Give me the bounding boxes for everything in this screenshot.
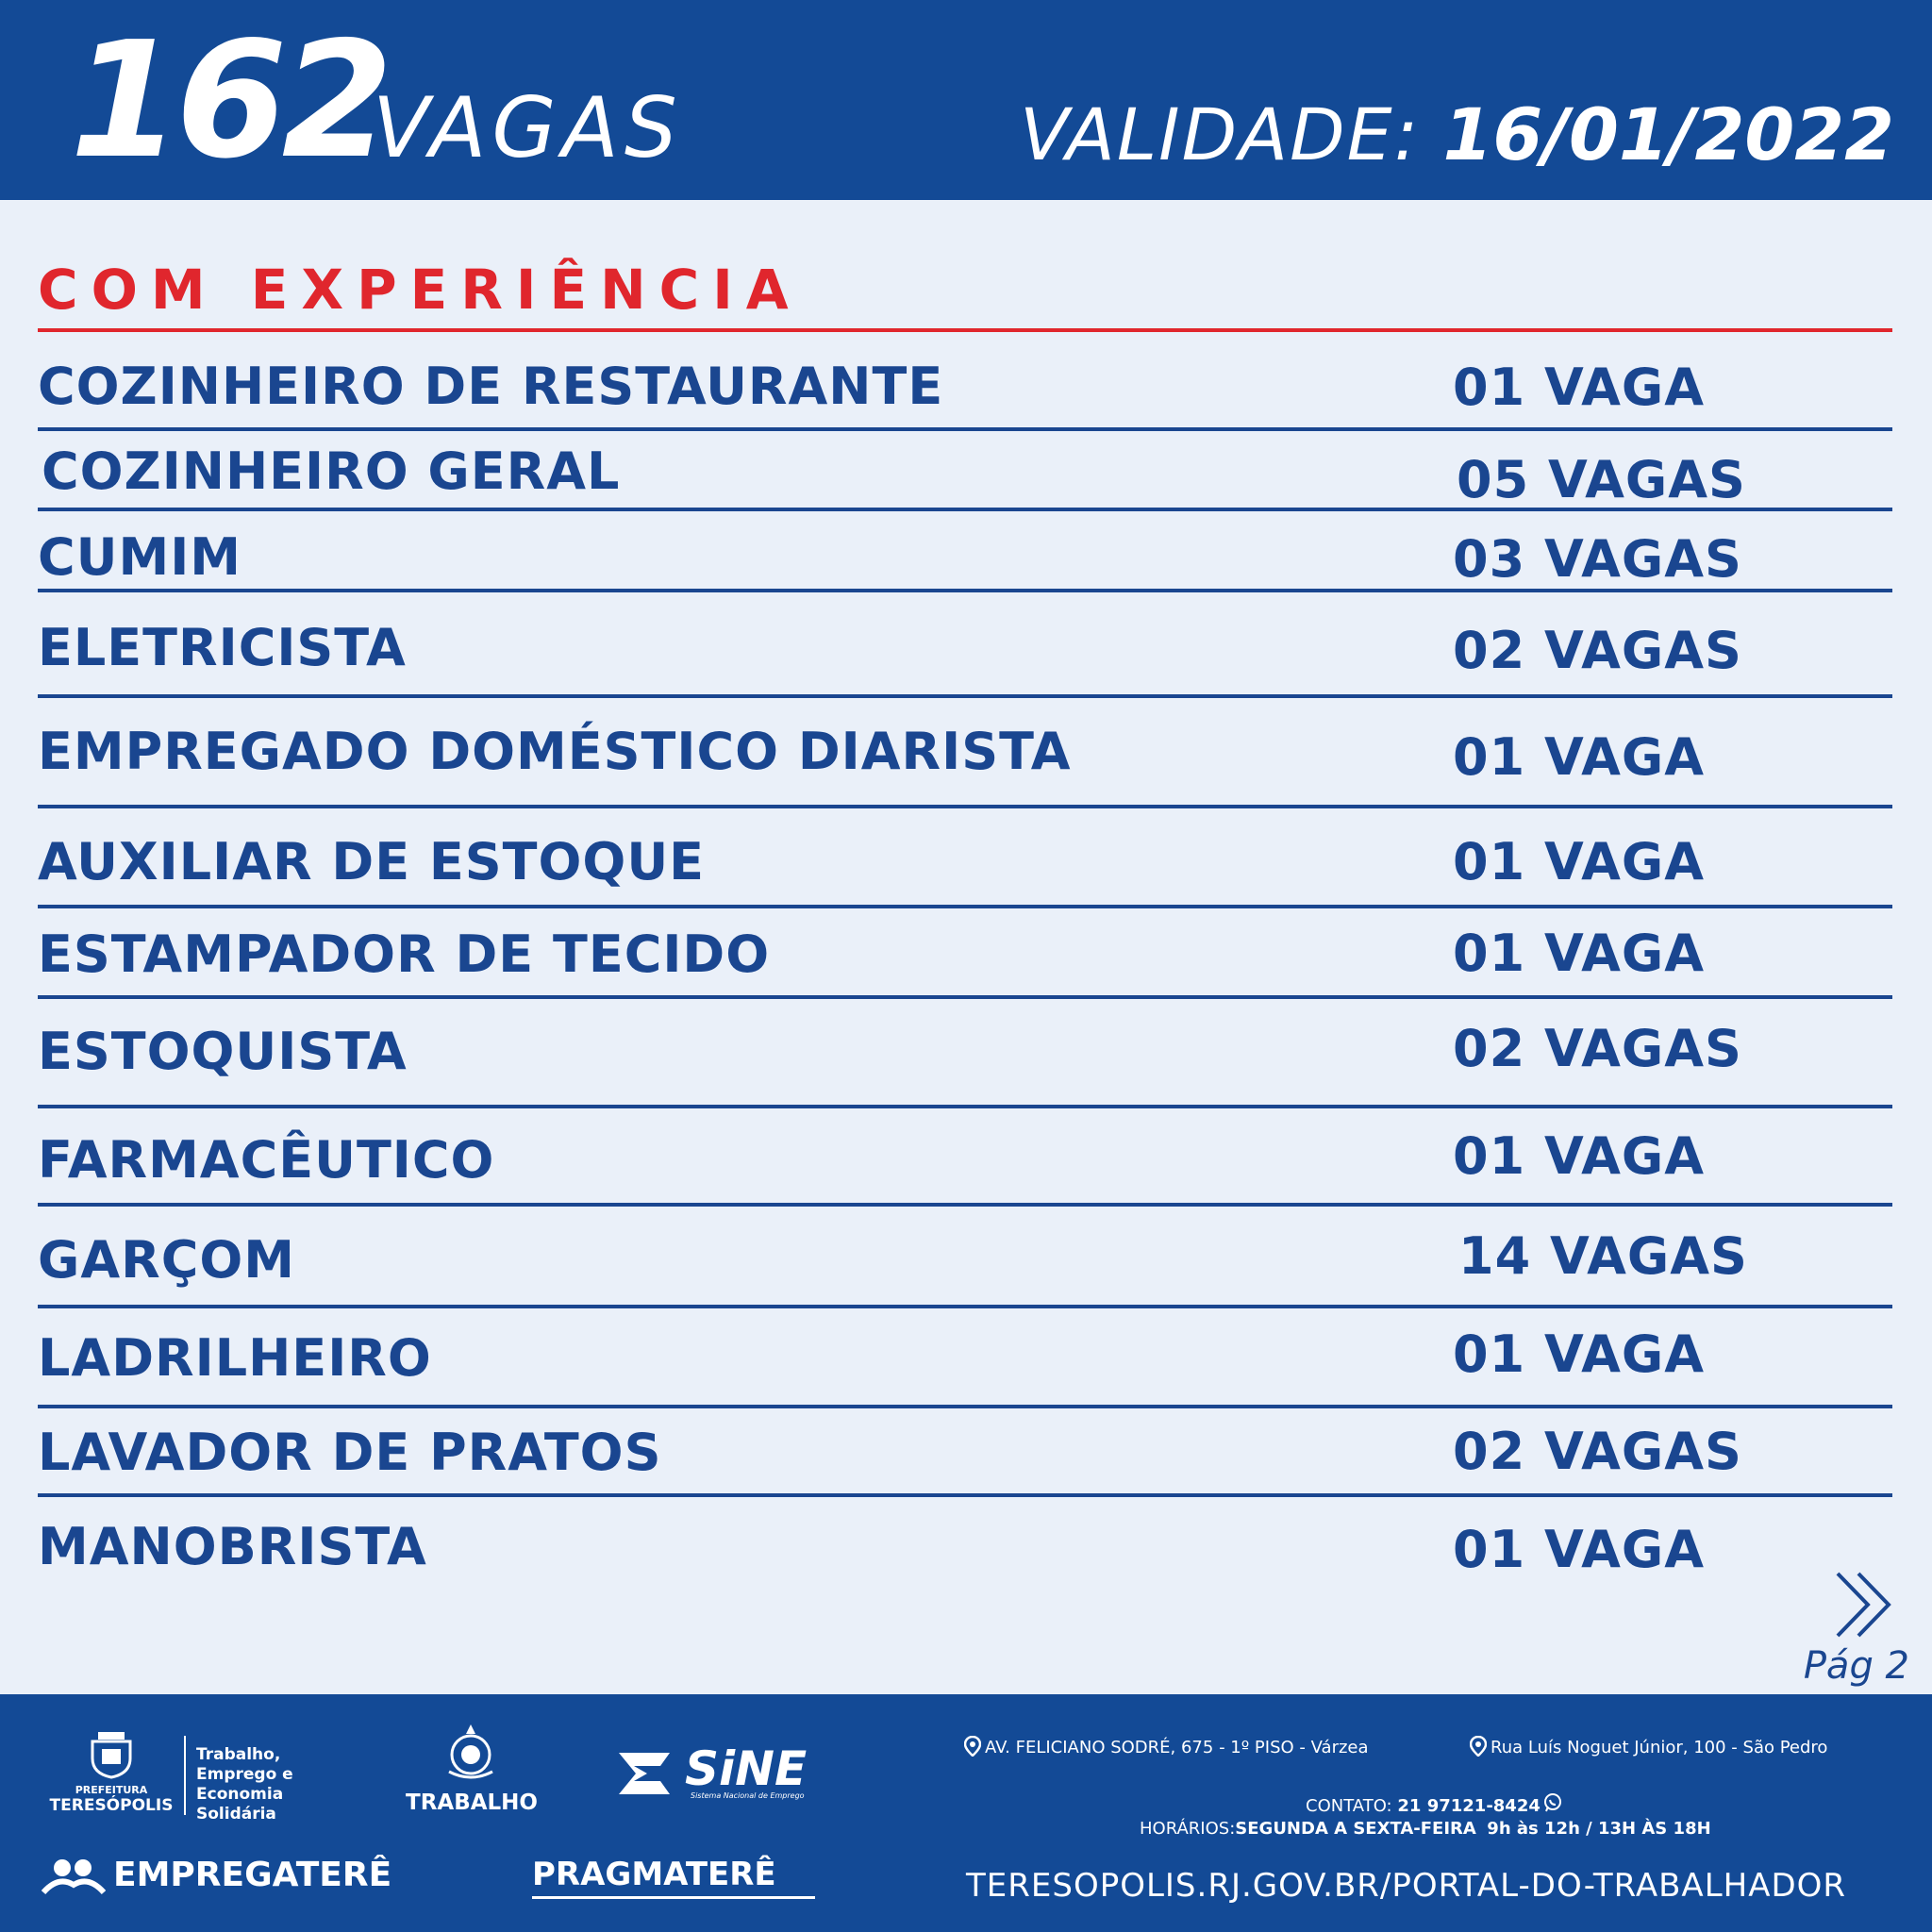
job-quantity: 01 VAGA (1453, 1324, 1705, 1384)
prefeitura-label: PREFEITURA (75, 1784, 148, 1796)
page-number: Pág 2 (1803, 1644, 1909, 1688)
job-name: ESTOQUISTA (38, 1022, 408, 1081)
job-name: LADRILHEIRO (38, 1328, 432, 1388)
job-quantity: 02 VAGAS (1453, 1019, 1742, 1078)
city-crest-icon (91, 1732, 132, 1779)
row-divider (38, 694, 1892, 698)
row-divider (38, 589, 1892, 592)
job-name: FARMACÊUTICO (38, 1130, 495, 1190)
pragmatere-underline (532, 1896, 815, 1899)
location-pin-icon (1470, 1736, 1487, 1757)
secretaria-label: Trabalho, Emprego e Economia Solidária (196, 1745, 293, 1824)
job-quantity: 01 VAGA (1453, 1126, 1705, 1186)
job-quantity: 01 VAGA (1453, 832, 1705, 891)
row-divider (38, 1405, 1892, 1408)
sine-subtitle: Sistema Nacional de Emprego (691, 1791, 805, 1800)
job-quantity: 14 VAGAS (1458, 1226, 1748, 1286)
row-divider (38, 1493, 1892, 1497)
trabalho-logo: TRABALHO (396, 1723, 547, 1817)
hours-times: 9h às 12h / 13H ÀS 18H (1487, 1819, 1711, 1839)
job-quantity: 05 VAGAS (1457, 450, 1746, 509)
hours-line: HORÁRIOS:SEGUNDA A SEXTA-FEIRA 9h às 12h… (1140, 1821, 1711, 1838)
row-divider (38, 1105, 1892, 1108)
row-divider (38, 1305, 1892, 1308)
address-1: AV. FELICIANO SODRÉ, 675 - 1º PISO - Vár… (964, 1736, 1369, 1757)
contact-line: CONTATO: 21 97121-8424 (1306, 1792, 1563, 1815)
contact-phone[interactable]: 21 97121-8424 (1397, 1796, 1541, 1816)
job-quantity: 03 VAGAS (1453, 529, 1742, 589)
trabalho-label: TRABALHO (406, 1790, 538, 1815)
job-name: ELETRICISTA (38, 618, 407, 677)
prefeitura-city: TERESÓPOLIS (49, 1796, 174, 1815)
hours-days: SEGUNDA A SEXTA-FEIRA (1235, 1819, 1476, 1839)
job-name: GARÇOM (38, 1230, 295, 1290)
empregatere-word: EMPREGATERÊ (113, 1856, 392, 1894)
sine-mark-icon (619, 1753, 670, 1794)
job-quantity: 01 VAGA (1453, 1520, 1705, 1579)
row-divider (38, 995, 1892, 999)
job-name: COZINHEIRO DE RESTAURANTE (38, 357, 944, 416)
job-name: CUMIM (38, 527, 242, 587)
section-divider (38, 328, 1892, 332)
pragmatere-word: PRAGMATERÊ (532, 1856, 776, 1893)
job-name: AUXILIAR DE ESTOQUE (38, 832, 706, 891)
job-quantity: 01 VAGA (1453, 727, 1705, 787)
footer: PREFEITURA TERESÓPOLIS Trabalho, Emprego… (0, 1694, 1932, 1932)
address-2-text: Rua Luís Noguet Júnior, 100 - São Pedro (1491, 1738, 1828, 1757)
website-link[interactable]: TERESOPOLIS.RJ.GOV.BR/PORTAL-DO-TRABALHA… (966, 1867, 1847, 1905)
validity-label: VALIDADE: (1020, 92, 1421, 176)
people-icon (42, 1859, 106, 1894)
row-divider (38, 805, 1892, 808)
contact-label: CONTATO: (1306, 1796, 1392, 1816)
job-quantity: 01 VAGA (1453, 924, 1705, 983)
validity: VALIDADE: 16/01/2022 (1020, 99, 1894, 171)
job-quantity: 02 VAGAS (1453, 1422, 1742, 1481)
row-divider (38, 905, 1892, 908)
location-pin-icon (964, 1736, 981, 1757)
job-quantity: 02 VAGAS (1453, 621, 1742, 680)
sine-word: SiNE (685, 1741, 808, 1796)
address-2: Rua Luís Noguet Júnior, 100 - São Pedro (1470, 1736, 1827, 1757)
pragmatere-logo: PRAGMATERÊ (532, 1856, 815, 1899)
job-name: LAVADOR DE PRATOS (38, 1423, 662, 1482)
job-name: EMPREGADO DOMÉSTICO DIARISTA (38, 722, 1072, 781)
state-crest-icon (448, 1724, 493, 1779)
job-name: COZINHEIRO GERAL (42, 441, 621, 501)
job-name: MANOBRISTA (38, 1517, 427, 1576)
hours-label: HORÁRIOS: (1140, 1819, 1236, 1839)
logo-divider (184, 1736, 186, 1815)
job-name: ESTAMPADOR DE TECIDO (38, 924, 771, 984)
row-divider (38, 427, 1892, 431)
header-banner: 162 VAGAS VALIDADE: 16/01/2022 (0, 0, 1932, 200)
address-1-text: AV. FELICIANO SODRÉ, 675 - 1º PISO - Vár… (985, 1738, 1369, 1757)
prefeitura-logo: PREFEITURA TERESÓPOLIS (45, 1730, 177, 1815)
section-title: COM EXPERIÊNCIA (38, 258, 802, 322)
row-divider (38, 508, 1892, 511)
validity-date: 16/01/2022 (1442, 92, 1894, 176)
job-quantity: 01 VAGA (1453, 358, 1705, 417)
row-divider (38, 1203, 1892, 1207)
sine-logo: SiNE Sistema Nacional de Emprego (615, 1745, 813, 1802)
whatsapp-icon (1543, 1793, 1561, 1812)
vacancy-label: VAGAS (373, 79, 683, 176)
vacancy-count: 162 (70, 8, 393, 194)
double-chevron-right-icon[interactable] (1832, 1570, 1898, 1640)
